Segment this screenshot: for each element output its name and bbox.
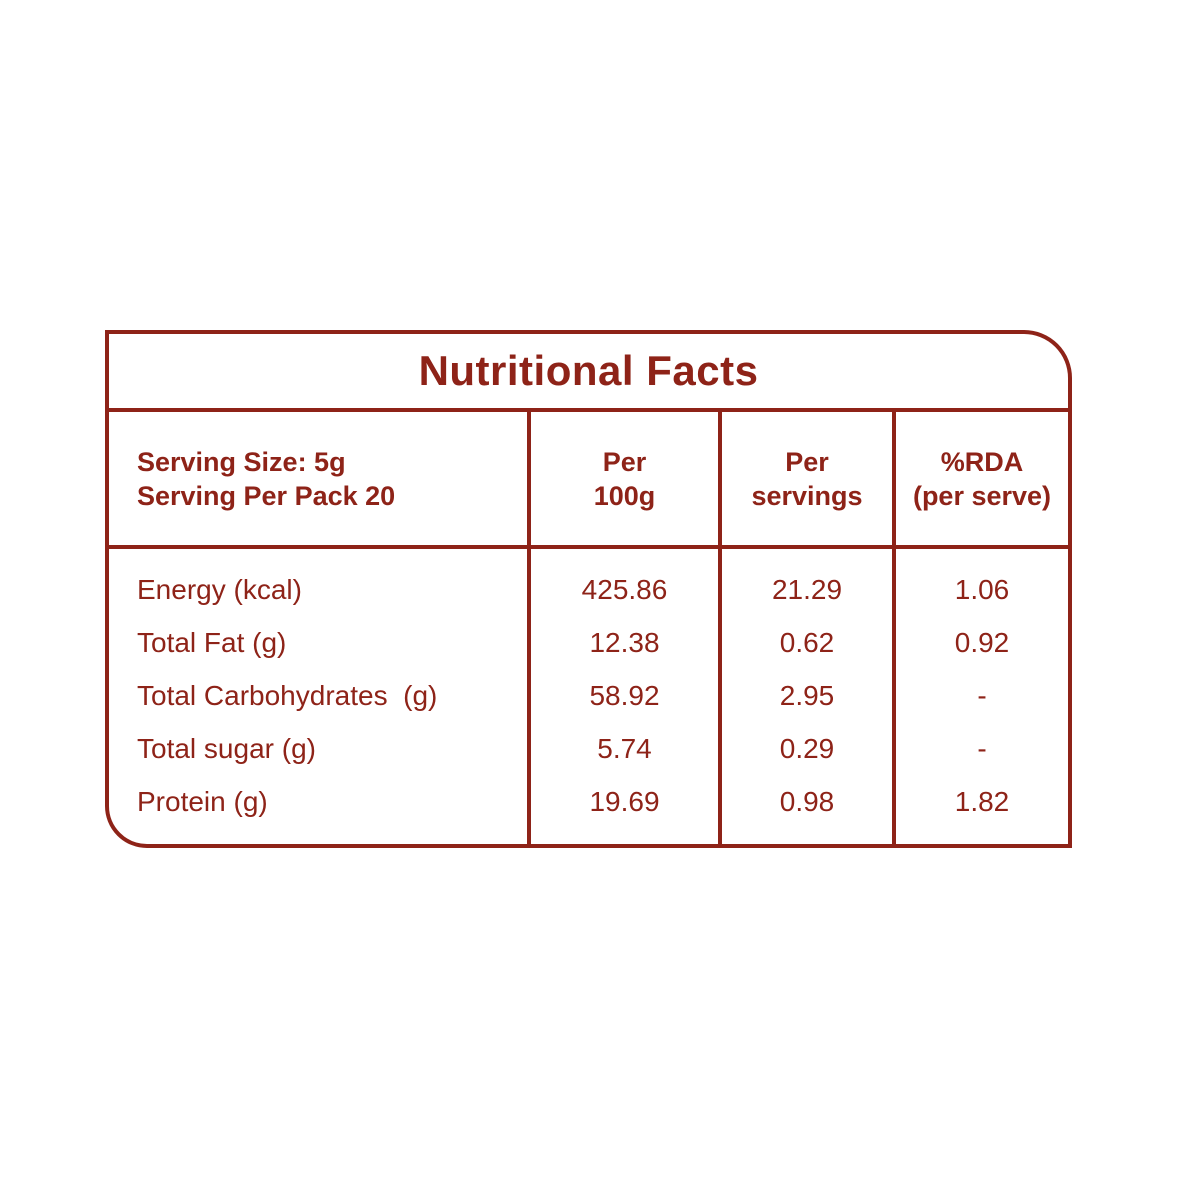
per-servings-value: 0.29 xyxy=(779,732,835,764)
per-100g-line1: Per xyxy=(602,446,647,477)
nutrient-label: Protein (g) xyxy=(137,785,268,817)
nutrient-label: Total Fat (g) xyxy=(137,626,287,658)
per-servings-line1: Per xyxy=(785,446,829,477)
rda-value: - xyxy=(977,679,987,711)
serving-size-text: Serving Size: 5g xyxy=(137,446,346,477)
table-header-row: Serving Size: 5g Serving Per Pack 20 Per… xyxy=(109,412,1068,549)
per-servings-line2: servings xyxy=(751,480,863,511)
per-servings-value: 2.95 xyxy=(779,679,835,711)
panel-title-bar: Nutritional Facts xyxy=(109,334,1068,412)
per-100g-value: 425.86 xyxy=(581,573,668,605)
nutrient-label-column: Energy (kcal) Total Fat (g) Total Carboh… xyxy=(109,549,527,844)
rda-line2: (per serve) xyxy=(912,480,1052,511)
nutrient-label: Energy (kcal) xyxy=(137,573,302,605)
rda-value: - xyxy=(977,732,987,764)
serving-per-pack-text: Serving Per Pack 20 xyxy=(137,480,396,511)
per-100g-value: 19.69 xyxy=(589,785,660,817)
panel-title: Nutritional Facts xyxy=(418,347,759,394)
per-servings-value: 21.29 xyxy=(771,573,843,605)
table-body: Energy (kcal) Total Fat (g) Total Carboh… xyxy=(109,549,1068,844)
column-header-rda: %RDA (per serve) xyxy=(892,412,1068,549)
rda-value: 1.82 xyxy=(954,785,1010,817)
per-100g-value: 58.92 xyxy=(589,679,660,711)
rda-line1: %RDA xyxy=(940,446,1024,477)
per-100g-column: 425.86 12.38 58.92 5.74 19.69 xyxy=(527,549,718,844)
column-header-per-100g: Per 100g xyxy=(527,412,718,549)
per-servings-value: 0.98 xyxy=(779,785,835,817)
serving-info-cell: Serving Size: 5g Serving Per Pack 20 xyxy=(109,412,527,549)
rda-value: 1.06 xyxy=(954,573,1010,605)
nutrient-label: Total sugar (g) xyxy=(137,732,316,764)
per-servings-column: 21.29 0.62 2.95 0.29 0.98 xyxy=(718,549,892,844)
nutrient-label: Total Carbohydrates (g) xyxy=(137,679,438,711)
per-100g-value: 12.38 xyxy=(589,626,660,658)
column-header-per-servings: Per servings xyxy=(718,412,892,549)
per-100g-line2: 100g xyxy=(593,480,656,511)
rda-value: 0.92 xyxy=(954,626,1010,658)
per-servings-value: 0.62 xyxy=(779,626,835,658)
per-100g-value: 5.74 xyxy=(597,732,652,764)
nutrition-facts-panel: Nutritional Facts Serving Size: 5g Servi… xyxy=(105,330,1072,848)
rda-column: 1.06 0.92 - - 1.82 xyxy=(892,549,1068,844)
